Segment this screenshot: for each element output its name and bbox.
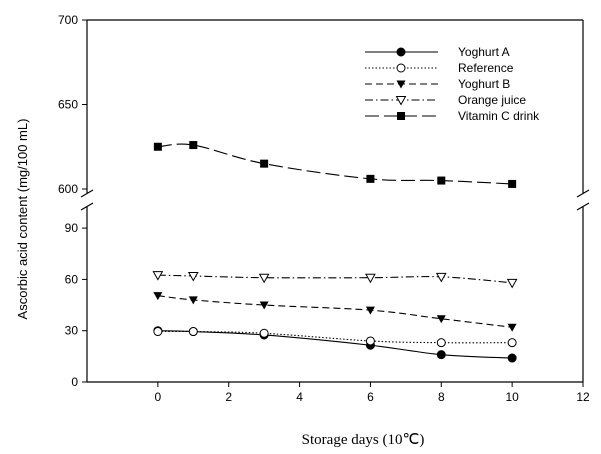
axis-break-mark (80, 189, 94, 198)
y-tick-label: 700 (58, 13, 78, 27)
data-point (365, 336, 375, 346)
x-tick-label: 8 (438, 390, 445, 404)
legend-marker (397, 112, 405, 120)
y-tick-label: 30 (65, 324, 79, 338)
data-point (258, 273, 270, 284)
data-point (153, 292, 163, 301)
y-tick-label: 90 (65, 221, 79, 235)
data-point (260, 159, 269, 168)
series-layer (152, 141, 518, 363)
data-point (507, 323, 517, 332)
legend-marker (396, 47, 406, 57)
series-yoghurt-b (153, 292, 517, 332)
y-tick-label: 650 (58, 98, 78, 112)
data-point (507, 338, 517, 348)
axis-break-mark (576, 189, 590, 198)
data-point (188, 327, 198, 337)
data-point (508, 179, 517, 188)
x-tick-label: 4 (296, 390, 303, 404)
y-tick-label: 60 (65, 272, 79, 286)
data-point (365, 306, 375, 315)
axis-ticks: 0 2 4 6 8 10 12 600 650 700 0 30 60 90 (58, 13, 590, 404)
legend-label: Orange juice (458, 93, 526, 107)
legend-marker (396, 80, 406, 89)
x-tick-label: 0 (155, 390, 162, 404)
x-tick-label: 6 (367, 390, 374, 404)
data-point (436, 315, 446, 324)
data-point (259, 328, 269, 338)
legend: Yoghurt A Reference Yoghurt B Orange juice V… (365, 45, 540, 123)
x-tick-label: 2 (225, 390, 232, 404)
data-point (507, 353, 517, 363)
legend-label: Yoghurt B (458, 77, 510, 91)
data-point (436, 350, 446, 360)
data-point (152, 271, 164, 281)
series-orange-juice (152, 271, 518, 289)
series-line (157, 295, 513, 328)
data-point (365, 273, 376, 284)
legend-label: Yoghurt A (458, 45, 510, 59)
series-line (157, 143, 513, 185)
data-point (153, 327, 163, 337)
data-point (436, 338, 446, 348)
data-point (366, 174, 375, 183)
series-line (157, 330, 513, 359)
y-tick-label: 600 (58, 182, 78, 196)
data-point (187, 271, 199, 282)
series-vitamin-c-drink (153, 141, 517, 188)
y-tick-label: 0 (71, 375, 78, 389)
legend-label: Reference (458, 61, 514, 75)
data-point (437, 176, 446, 185)
data-point (189, 141, 198, 150)
axis-break-mark (80, 202, 94, 211)
axis-break-mark (576, 202, 590, 211)
x-tick-label: 12 (576, 390, 590, 404)
x-tick-label: 10 (505, 390, 519, 404)
legend-marker (396, 63, 406, 73)
y-axis-title: Ascorbic acid content (mg/100 mL) (15, 119, 30, 320)
data-point (506, 278, 518, 289)
legend-label: Vitamin C drink (458, 109, 540, 123)
data-point (188, 296, 198, 305)
data-point (259, 301, 269, 310)
series-line (157, 274, 513, 284)
legend-marker (395, 96, 407, 106)
plot-frame (80, 19, 590, 383)
data-point (435, 272, 447, 283)
data-point (153, 142, 162, 151)
x-axis-title: Storage days (10℃) (302, 432, 425, 448)
series-reference (153, 327, 517, 348)
